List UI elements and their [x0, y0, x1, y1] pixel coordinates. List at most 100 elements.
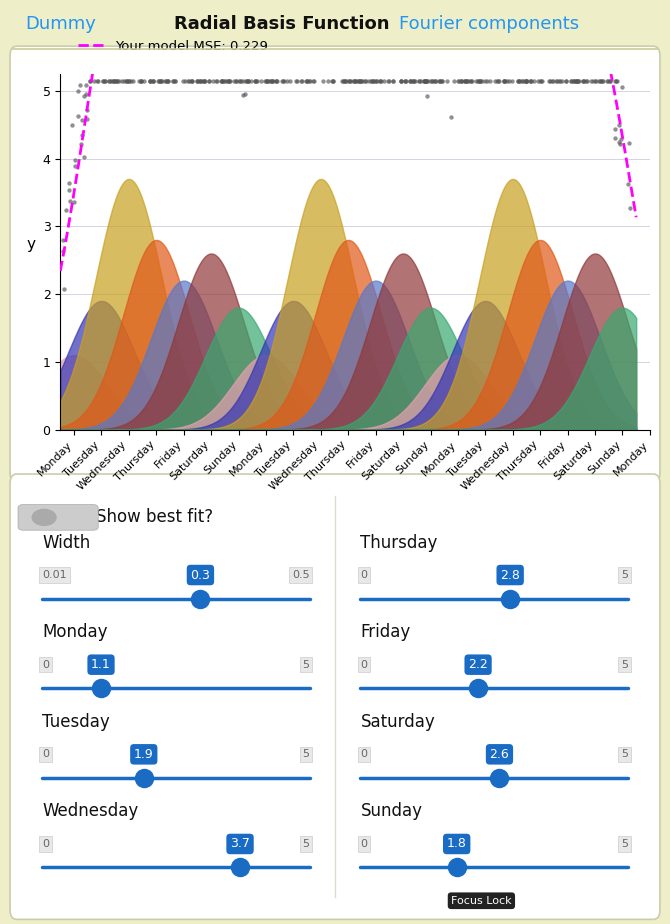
- Point: [155, 73, 166, 88]
- Point: [526, 73, 537, 88]
- Point: [400, 73, 411, 88]
- Point: [238, 73, 249, 88]
- Point: [429, 73, 440, 88]
- Point: [234, 73, 245, 88]
- Text: 1.9: 1.9: [134, 748, 153, 760]
- Point: [337, 73, 348, 88]
- Point: [499, 73, 510, 88]
- Point: [602, 73, 612, 88]
- Point: [367, 73, 378, 88]
- Point: [544, 73, 555, 88]
- Point: [521, 73, 531, 88]
- Point: [124, 73, 135, 88]
- Point: [622, 176, 633, 191]
- Text: 0: 0: [42, 839, 49, 849]
- Point: [70, 152, 80, 167]
- Point: [420, 73, 431, 88]
- Point: [204, 73, 214, 88]
- Point: [513, 73, 523, 88]
- Point: [515, 73, 525, 88]
- Point: [429, 73, 440, 88]
- Point: [456, 73, 466, 88]
- Text: 2.6: 2.6: [490, 748, 509, 760]
- Point: [456, 73, 466, 88]
- Point: [499, 73, 510, 88]
- Point: [107, 73, 118, 88]
- Point: [208, 73, 218, 88]
- Point: [513, 73, 524, 88]
- Point: [582, 73, 592, 88]
- Point: [161, 73, 172, 88]
- Point: [473, 73, 484, 88]
- Text: Saturday: Saturday: [360, 712, 436, 731]
- Point: [99, 73, 110, 88]
- Point: [153, 73, 164, 88]
- Point: [92, 73, 103, 88]
- Point: [78, 150, 89, 164]
- Point: [271, 73, 282, 88]
- Point: [162, 73, 173, 88]
- Point: [435, 73, 446, 88]
- Point: [59, 281, 70, 296]
- Text: Sunday: Sunday: [360, 802, 423, 821]
- Text: 5: 5: [621, 660, 628, 670]
- Point: [148, 73, 159, 88]
- Point: [145, 73, 155, 88]
- Point: [517, 73, 528, 88]
- Point: [106, 73, 117, 88]
- Point: [356, 73, 366, 88]
- Point: [570, 73, 581, 88]
- Point: [383, 73, 394, 88]
- Point: [216, 73, 227, 88]
- Point: [88, 73, 99, 88]
- Text: 1.1: 1.1: [91, 658, 111, 671]
- Point: [613, 118, 624, 133]
- Point: [529, 73, 539, 88]
- Point: [109, 73, 119, 88]
- Point: [456, 73, 467, 88]
- Point: [82, 112, 92, 127]
- Point: [501, 73, 512, 88]
- Text: 0: 0: [360, 660, 367, 670]
- Point: [69, 194, 80, 209]
- Point: [422, 73, 433, 88]
- Point: [301, 73, 312, 88]
- Point: [459, 73, 470, 88]
- Point: [532, 73, 543, 88]
- Point: [480, 73, 490, 88]
- Point: [222, 73, 233, 88]
- Point: [617, 79, 628, 94]
- Point: [571, 73, 582, 88]
- Point: [260, 73, 271, 88]
- Text: Dummy: Dummy: [25, 15, 96, 33]
- Point: [427, 73, 438, 88]
- Point: [351, 73, 362, 88]
- Point: [357, 73, 368, 88]
- Point: [128, 73, 139, 88]
- Point: [277, 73, 288, 88]
- Point: [70, 158, 80, 173]
- Point: [460, 73, 470, 88]
- Point: [415, 73, 426, 88]
- Point: [466, 73, 477, 88]
- Point: [230, 73, 241, 88]
- Point: [251, 73, 262, 88]
- Point: [361, 73, 372, 88]
- Point: [216, 73, 226, 88]
- Point: [354, 73, 365, 88]
- Point: [234, 73, 245, 88]
- Point: [162, 73, 173, 88]
- Point: [178, 73, 188, 88]
- Text: 5: 5: [303, 749, 310, 760]
- Point: [395, 73, 406, 88]
- Point: [305, 73, 316, 88]
- Point: [224, 73, 234, 88]
- Point: [219, 73, 230, 88]
- Point: [92, 73, 103, 88]
- Point: [498, 73, 509, 88]
- Point: [433, 73, 444, 88]
- Y-axis label: y: y: [27, 237, 36, 251]
- Point: [122, 73, 133, 88]
- Point: [266, 73, 277, 88]
- Point: [382, 73, 393, 88]
